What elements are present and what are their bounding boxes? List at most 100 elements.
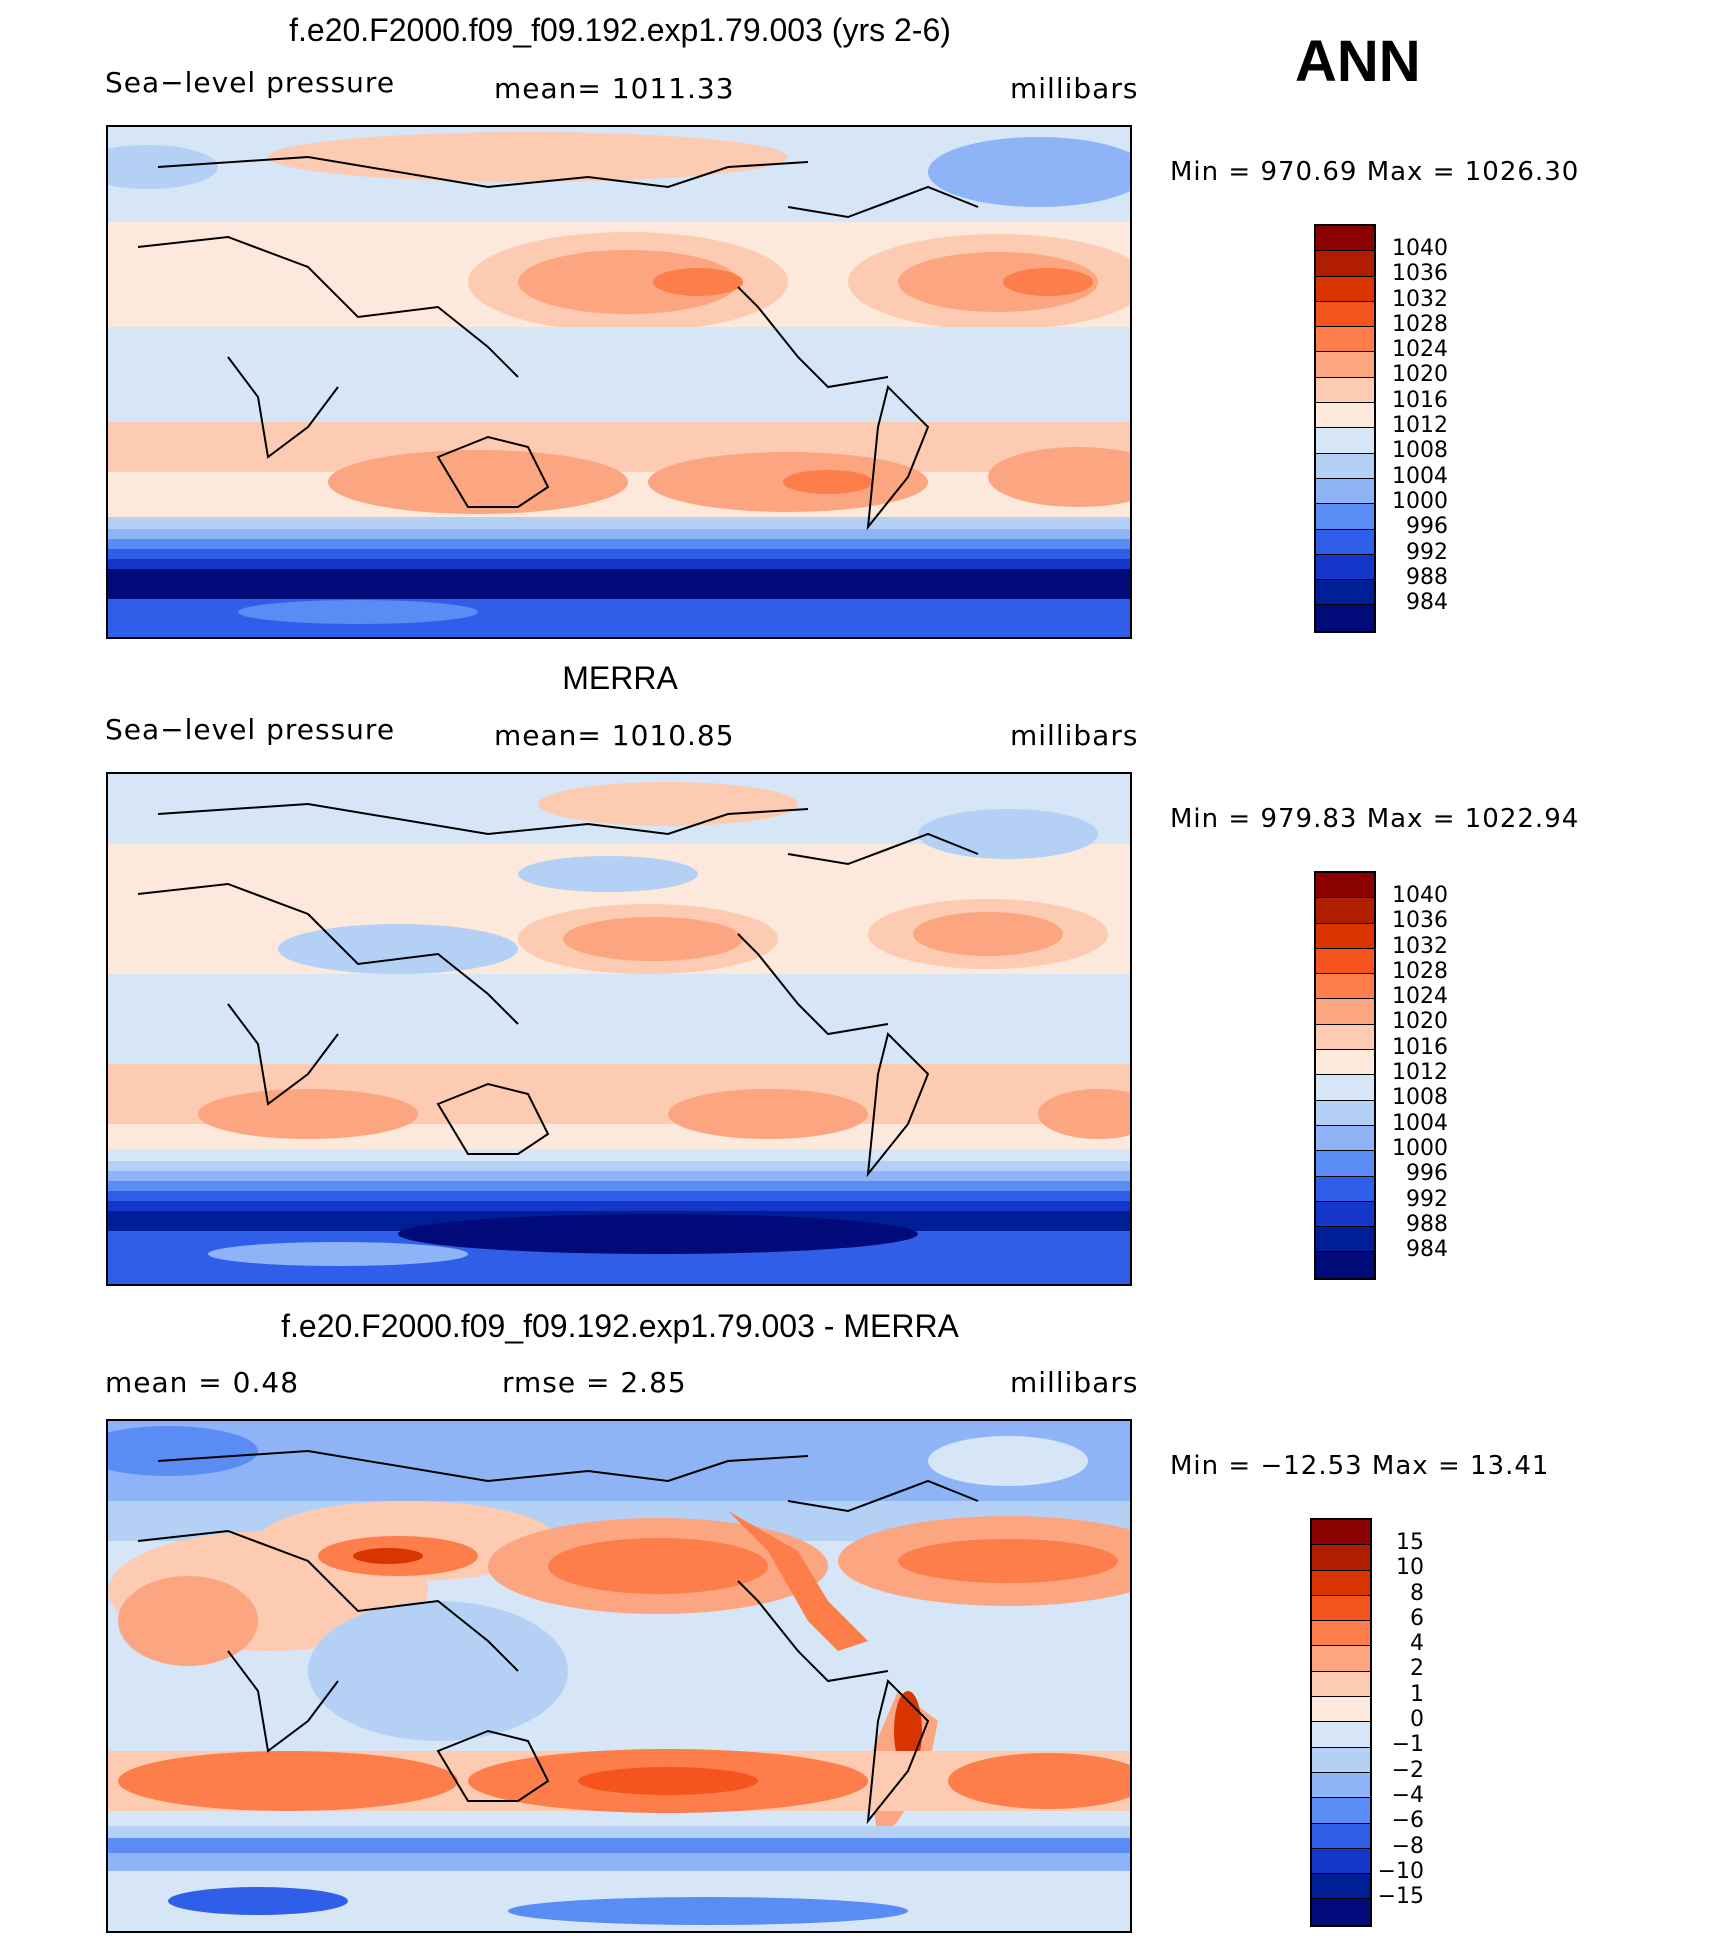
colorbar-segment	[1312, 1747, 1370, 1773]
colorbar-segment	[1316, 1252, 1374, 1278]
arctic-high	[268, 132, 788, 182]
colorbar-segment	[1312, 1772, 1370, 1799]
colorbar-tick-label: 1020	[1392, 362, 1448, 388]
colorbar-segment	[1316, 1151, 1374, 1177]
slp-band-996	[108, 539, 1130, 549]
colorbar-tick-label: 984	[1406, 590, 1448, 616]
colorbar-tick-label: 0	[1410, 1707, 1424, 1733]
equatorial-low-band	[108, 974, 1130, 1064]
colorbar-tick-label: 1032	[1392, 933, 1448, 959]
panel-1-variable-label: Sea−level pressure	[105, 66, 396, 99]
colorbar-segment	[1316, 580, 1374, 606]
colorbar-segment	[1316, 999, 1374, 1025]
colorbar-segment	[1312, 1722, 1370, 1748]
north-pacific-positive-core	[548, 1538, 768, 1594]
colorbar-segment	[1316, 1050, 1374, 1076]
arctic-negative-core	[108, 1426, 258, 1476]
colorbar-segment	[1316, 1227, 1374, 1253]
azores-high	[898, 252, 1098, 312]
colorbar-segment	[1316, 1176, 1374, 1202]
north-pacific-high	[563, 917, 743, 961]
colorbar-tick-label: −15	[1377, 1884, 1424, 1910]
colorbar-segment	[1312, 1570, 1370, 1596]
equatorial-low-band	[108, 327, 1130, 422]
colorbar-tick-label: 1	[1410, 1681, 1424, 1707]
arctic-high	[538, 782, 798, 826]
tibet-positive-core	[353, 1548, 423, 1564]
colorbar-segment	[1312, 1621, 1370, 1647]
aleutian-low	[518, 856, 698, 892]
colorbar-tick-label: 1000	[1392, 1135, 1448, 1161]
panel-3-mean-label: mean = 0.48	[105, 1366, 300, 1399]
continent-outlines	[137, 802, 979, 1178]
circumpolar-low	[108, 569, 1130, 599]
south-pacific-positive-core	[578, 1767, 758, 1795]
southern-band-minus1	[108, 1826, 1130, 1838]
colorbar-segment	[1312, 1798, 1370, 1824]
slp-band-1000	[108, 1171, 1130, 1181]
south-indian-high	[198, 1089, 418, 1139]
colorbar-tick-label: 1028	[1392, 958, 1448, 984]
panel-1-title: f.e20.F2000.f09_f09.192.exp1.79.003 (yrs…	[289, 12, 951, 48]
panel-3-rmse-label: rmse = 2.85	[502, 1366, 687, 1399]
colorbar-tick-label: 1016	[1392, 387, 1448, 413]
colorbar-segment	[1316, 529, 1374, 555]
colorbar-tick-label: 1012	[1392, 413, 1448, 439]
icelandic-low	[928, 137, 1130, 207]
colorbar-segment	[1316, 1100, 1374, 1126]
colorbar-segment	[1312, 1646, 1370, 1672]
panel-1-units-label: millibars	[1010, 72, 1139, 105]
southern-band-minus6	[108, 1838, 1130, 1853]
season-label: ANN	[1295, 29, 1421, 94]
icelandic-low	[918, 809, 1098, 859]
panel-2-units-label: millibars	[1010, 719, 1139, 752]
colorbar-segment	[1316, 923, 1374, 949]
colorbar-segment	[1316, 1125, 1374, 1152]
slp-band-1004	[108, 517, 1130, 529]
colorbar-tick-label: 1012	[1392, 1060, 1448, 1086]
colorbar-tick-label: 1024	[1392, 337, 1448, 363]
panel-3-map-svg	[108, 1421, 1130, 1931]
colorbar-segment	[1316, 605, 1374, 631]
panel-2-title: MERRA	[562, 660, 678, 696]
colorbar-segment	[1316, 1075, 1374, 1101]
panel-3-map	[106, 1419, 1132, 1933]
azores-high-core	[1003, 268, 1093, 296]
colorbar-tick-label: 996	[1406, 1161, 1448, 1187]
slp-band-988	[108, 559, 1130, 569]
colorbar-tick-label: 988	[1406, 564, 1448, 590]
colorbar-segment	[1316, 974, 1374, 1000]
colorbar-tick-label: 1036	[1392, 261, 1448, 287]
north-atlantic-positive-core	[898, 1539, 1118, 1583]
slp-band-1000	[108, 529, 1130, 539]
colorbar-tick-label: 992	[1406, 539, 1448, 565]
south-pacific-high	[668, 1089, 868, 1139]
panel-2-variable-label: Sea−level pressure	[105, 713, 396, 746]
panel-1-colorbar	[1314, 224, 1376, 633]
colorbar-tick-label: 996	[1406, 514, 1448, 540]
colorbar-tick-label: 1008	[1392, 438, 1448, 464]
continent-outlines	[137, 155, 979, 531]
colorbar-segment	[1312, 1671, 1370, 1698]
colorbar-tick-label: 1020	[1392, 1009, 1448, 1035]
panel-2-map-svg	[108, 774, 1130, 1284]
south-atlantic-high	[988, 447, 1130, 507]
colorbar-segment	[1312, 1697, 1370, 1723]
colorbar-segment	[1316, 1201, 1374, 1228]
colorbar-segment	[1312, 1874, 1370, 1900]
panel-1-minmax: Min = 970.69 Max = 1026.30	[1170, 157, 1580, 187]
panel-3-colorbar-labels: 15 10 8 6 4 2 1 0 −1 −2 −4 −6 −8 −10 −15	[1364, 1530, 1424, 1909]
colorbar-segment	[1316, 226, 1374, 252]
colorbar-tick-label: 10	[1396, 1555, 1424, 1581]
colorbar-tick-label: −4	[1391, 1782, 1424, 1808]
south-pacific-high-core	[783, 470, 873, 494]
panel-1-map-svg	[108, 127, 1130, 637]
colorbar-tick-label: 6	[1410, 1605, 1424, 1631]
colorbar-segment	[1312, 1545, 1370, 1571]
antarctic-negative	[168, 1887, 348, 1915]
panel-2-colorbar	[1314, 871, 1376, 1280]
panel-3-units-label: millibars	[1010, 1366, 1139, 1399]
colorbar-segment	[1312, 1595, 1370, 1622]
colorbar-tick-label: −10	[1377, 1858, 1424, 1884]
africa-positive	[118, 1576, 258, 1666]
